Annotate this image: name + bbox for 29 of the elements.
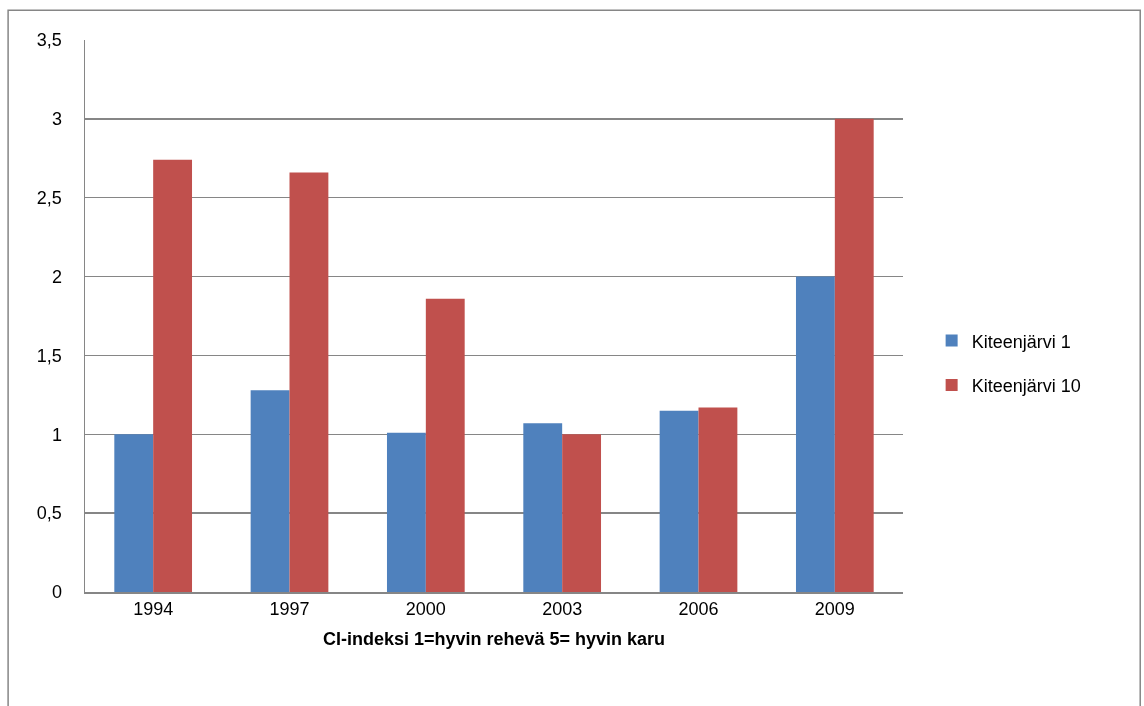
bar <box>153 159 193 592</box>
y-tick-label: 1,5 <box>36 345 62 366</box>
y-tick-label: 2 <box>51 266 62 287</box>
bar <box>659 410 699 592</box>
x-tick-label: 2009 <box>814 599 855 620</box>
x-tick-label: 2006 <box>678 599 719 620</box>
x-tick-label: 2003 <box>542 599 583 620</box>
bar <box>114 434 154 592</box>
legend-label: Kiteenjärvi 10 <box>971 376 1081 397</box>
y-tick-label: 2,5 <box>36 188 62 209</box>
x-tick-label: 1997 <box>269 599 310 620</box>
bar <box>289 172 329 592</box>
x-tick-label: 1994 <box>133 599 174 620</box>
bar <box>250 390 290 592</box>
legend-label: Kiteenjärvi 1 <box>971 331 1071 352</box>
bar <box>386 432 426 592</box>
bar <box>562 434 602 592</box>
y-tick-label: 1 <box>51 424 62 445</box>
y-tick-label: 0 <box>51 582 62 603</box>
bar <box>523 423 563 592</box>
y-tick-label: 3 <box>51 109 62 130</box>
bar <box>834 118 874 592</box>
bar <box>795 276 835 592</box>
bar <box>698 407 738 592</box>
x-tick-label: 2000 <box>405 599 446 620</box>
y-tick-label: 0,5 <box>36 503 62 524</box>
y-tick-label: 3,5 <box>36 30 62 51</box>
bar <box>425 298 465 592</box>
x-axis-title: CI-indeksi 1=hyvin rehevä 5= hyvin karu <box>322 628 666 649</box>
